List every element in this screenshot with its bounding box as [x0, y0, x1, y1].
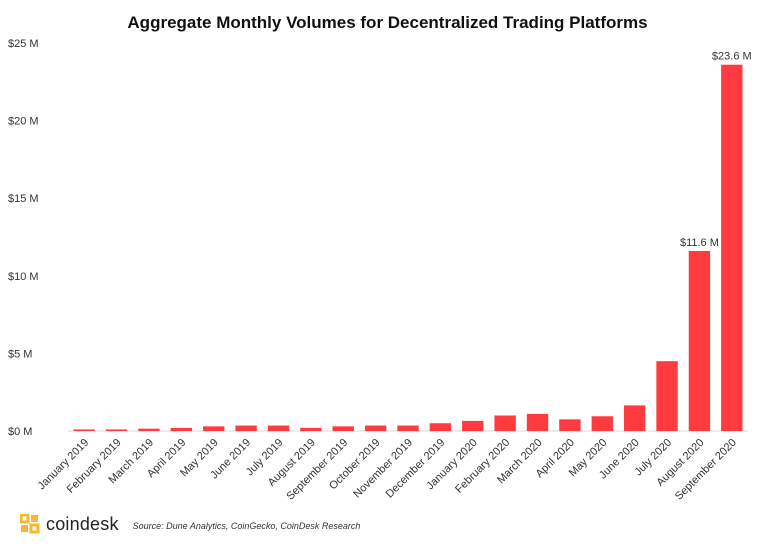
bar [300, 427, 322, 431]
bar [462, 420, 484, 431]
bar [170, 427, 193, 431]
bar [656, 361, 678, 431]
bar [364, 425, 387, 431]
bar [73, 429, 95, 431]
bar [721, 64, 743, 431]
y-tick-label: $10 M [8, 271, 39, 283]
data-labels: $11.6 M $23.6 M [680, 51, 752, 249]
bar-series [73, 64, 743, 431]
bar [105, 429, 128, 431]
y-tick-label: $15 M [8, 193, 39, 205]
x-tick-label: September 2020 [673, 437, 739, 503]
y-axis: $0 M $5 M $10 M $15 M $20 M $25 M [8, 38, 39, 438]
coindesk-logo-icon [20, 514, 40, 534]
bar [429, 423, 452, 431]
data-label: $11.6 M [680, 237, 719, 249]
y-tick-label: $5 M [8, 348, 32, 360]
bar [397, 425, 419, 431]
coindesk-logo: coindesk [20, 514, 119, 535]
bar [494, 415, 516, 431]
y-tick-label: $20 M [8, 116, 39, 128]
bar [267, 425, 290, 431]
bar [526, 413, 549, 431]
bar [623, 405, 646, 431]
bar [688, 250, 711, 431]
bar [138, 428, 160, 431]
y-tick-label: $0 M [8, 426, 32, 438]
y-tick-label: $25 M [8, 38, 39, 50]
footer: coindesk Source: Dune Analytics, CoinGec… [20, 513, 360, 535]
bar [203, 426, 225, 431]
data-label: $23.6 M [712, 51, 752, 63]
source-note: Source: Dune Analytics, CoinGecko, CoinD… [132, 520, 361, 531]
bar [332, 426, 354, 431]
chart-title: Aggregate Monthly Volumes for Decentrali… [127, 13, 648, 32]
brand-name: coindesk [46, 513, 119, 534]
bar [559, 419, 581, 431]
x-tick-label: December 2019 [384, 437, 448, 501]
bar [591, 416, 613, 431]
x-tick-label: November 2019 [351, 437, 415, 501]
bar [235, 425, 257, 431]
bar-chart: $0 M $5 M $10 M $15 M $20 M $25 M January 201… [8, 38, 752, 503]
